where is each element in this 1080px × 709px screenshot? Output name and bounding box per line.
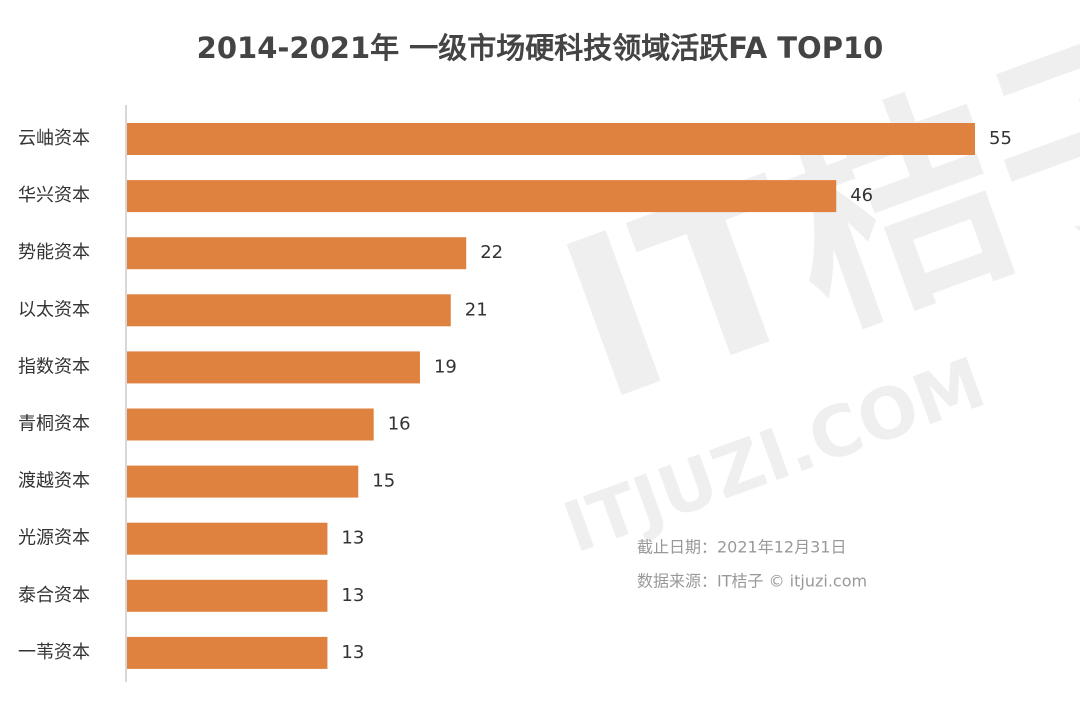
bar <box>127 351 420 384</box>
value-label: 22 <box>480 242 503 263</box>
value-label: 19 <box>434 356 457 377</box>
bar <box>127 123 975 155</box>
bar <box>127 408 374 441</box>
value-label: 15 <box>372 471 395 492</box>
bar <box>127 522 328 555</box>
category-label: 渡越资本 <box>18 471 90 492</box>
category-label: 以太资本 <box>18 299 90 320</box>
value-label: 46 <box>850 185 873 206</box>
category-label: 指数资本 <box>18 356 90 377</box>
category-label: 一苇资本 <box>18 642 90 663</box>
category-label: 泰合资本 <box>18 585 90 606</box>
category-label: 青桐资本 <box>18 414 90 435</box>
bar <box>127 636 328 669</box>
category-label: 云岫资本 <box>18 128 90 149</box>
watermark-logo: IT桔子 <box>533 0 1080 451</box>
value-label: 21 <box>465 299 488 320</box>
value-label: 13 <box>341 642 364 663</box>
note: 数据来源：IT桔子 © itjuzi.com <box>637 572 867 591</box>
category-label: 华兴资本 <box>18 185 90 206</box>
value-label: 16 <box>388 414 411 435</box>
value-label: 13 <box>341 585 364 606</box>
value-label: 13 <box>341 528 364 549</box>
watermark-group: IT桔子 ITJUZI.COM <box>533 0 1080 569</box>
value-label: 55 <box>989 128 1012 149</box>
bar <box>127 579 328 612</box>
category-label: 光源资本 <box>18 528 90 549</box>
bar <box>127 237 467 270</box>
bar <box>127 294 451 327</box>
category-label: 势能资本 <box>18 242 90 263</box>
bar <box>127 465 359 498</box>
chart-title: 2014-2021年 一级市场硬科技领域活跃FA TOP10 <box>197 31 884 65</box>
bar <box>127 180 837 213</box>
note: 截止日期：2021年12月31日 <box>637 538 846 557</box>
